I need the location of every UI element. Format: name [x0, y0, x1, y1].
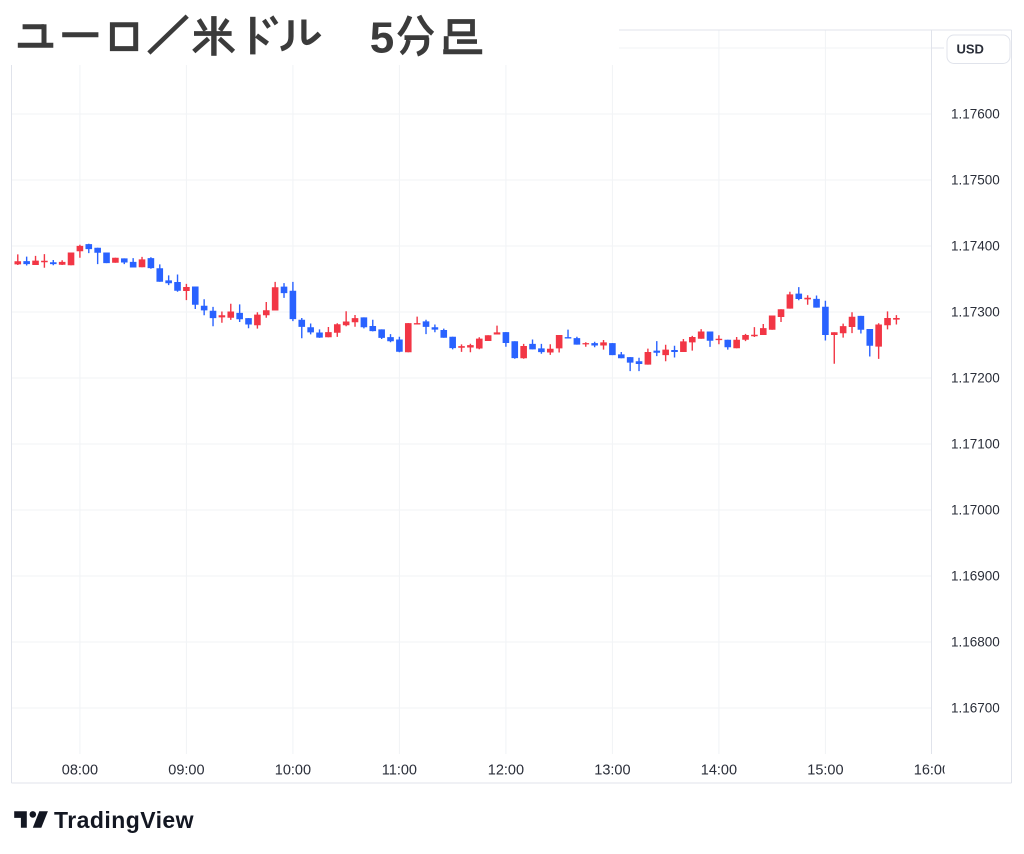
svg-text:1.17400: 1.17400 [951, 239, 1000, 254]
svg-text:09:00: 09:00 [168, 763, 204, 779]
svg-text:15:00: 15:00 [807, 763, 843, 779]
svg-text:13:00: 13:00 [594, 763, 630, 779]
svg-text:16:00: 16:00 [914, 763, 950, 779]
svg-text:5: 5 [370, 14, 394, 63]
svg-text:1.16700: 1.16700 [951, 701, 1000, 716]
svg-text:14:00: 14:00 [701, 763, 737, 779]
svg-text:1.17100: 1.17100 [951, 437, 1000, 452]
svg-text:TradingView: TradingView [54, 807, 194, 833]
svg-text:1.17000: 1.17000 [951, 503, 1000, 518]
svg-text:1.17200: 1.17200 [951, 371, 1000, 386]
svg-text:10:00: 10:00 [275, 763, 311, 779]
svg-text:1.17300: 1.17300 [951, 305, 1000, 320]
svg-text:1.17600: 1.17600 [951, 107, 1000, 122]
svg-text:1.16800: 1.16800 [951, 635, 1000, 650]
svg-text:1.17500: 1.17500 [951, 173, 1000, 188]
svg-text:1.16900: 1.16900 [951, 569, 1000, 584]
svg-text:USD: USD [957, 42, 984, 57]
svg-text:11:00: 11:00 [382, 763, 417, 779]
svg-text:08:00: 08:00 [62, 763, 98, 779]
svg-text:12:00: 12:00 [488, 763, 524, 779]
